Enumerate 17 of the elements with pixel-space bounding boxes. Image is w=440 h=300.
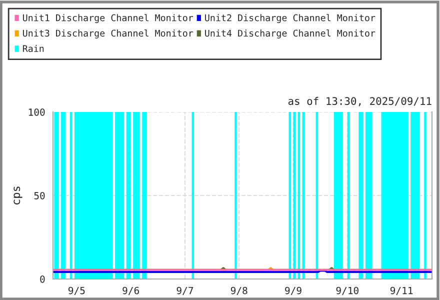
legend-label: Unit4 Discharge Channel Monitor bbox=[205, 29, 376, 38]
y-tick-label: 0 bbox=[40, 276, 45, 283]
text: as of 13:30, 2025/09/11 bbox=[288, 96, 432, 106]
legend-label: Unit2 Discharge Channel Monitor bbox=[205, 14, 376, 24]
y-axis-title: cps bbox=[14, 186, 22, 204]
y-tick-label: 50 bbox=[34, 192, 45, 200]
y-tick-label: 100 bbox=[28, 108, 45, 116]
x-tick-label: 9/8 bbox=[230, 286, 248, 295]
legend-label: Unit1 Discharge Channel Monitor bbox=[22, 14, 194, 24]
x-tick-label: 9/10 bbox=[336, 286, 358, 295]
legend-label: Rain bbox=[22, 44, 44, 52]
x-tick-label: 9/5 bbox=[68, 286, 85, 295]
x-tick-label: 9/6 bbox=[122, 286, 139, 295]
x-tick-label: 9/7 bbox=[176, 286, 194, 295]
legend-label: Unit3 Discharge Channel Monitor bbox=[22, 29, 194, 38]
x-tick-label: 9/11 bbox=[390, 286, 413, 295]
x-tick-label: 9/9 bbox=[285, 286, 302, 295]
